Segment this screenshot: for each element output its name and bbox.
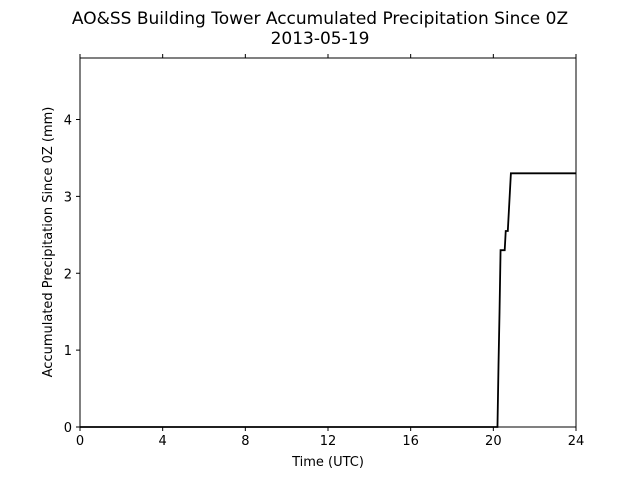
chart-subtitle: 2013-05-19 (271, 29, 370, 49)
y-tick-label: 0 (64, 421, 72, 436)
y-tick-label: 3 (64, 190, 72, 205)
plot-frame (79, 57, 577, 428)
y-axis-label: Accumulated Precipitation Since 0Z (mm) (41, 107, 56, 378)
x-tick-label: 16 (402, 434, 419, 449)
data-line (80, 172, 576, 428)
x-axis-label: Time (UTC) (291, 455, 364, 470)
chart-title: AO&SS Building Tower Accumulated Precipi… (72, 9, 568, 29)
y-tick-label: 4 (64, 114, 72, 129)
x-tick-label: 24 (568, 434, 585, 449)
x-tick-label: 20 (485, 434, 502, 449)
x-tick-label: 8 (241, 434, 249, 449)
x-tick-label: 0 (76, 434, 84, 449)
y-tick-label: 1 (64, 344, 72, 359)
y-tick-label: 2 (64, 267, 72, 282)
x-tick-label: 12 (320, 434, 337, 449)
x-tick-label: 4 (159, 434, 167, 449)
